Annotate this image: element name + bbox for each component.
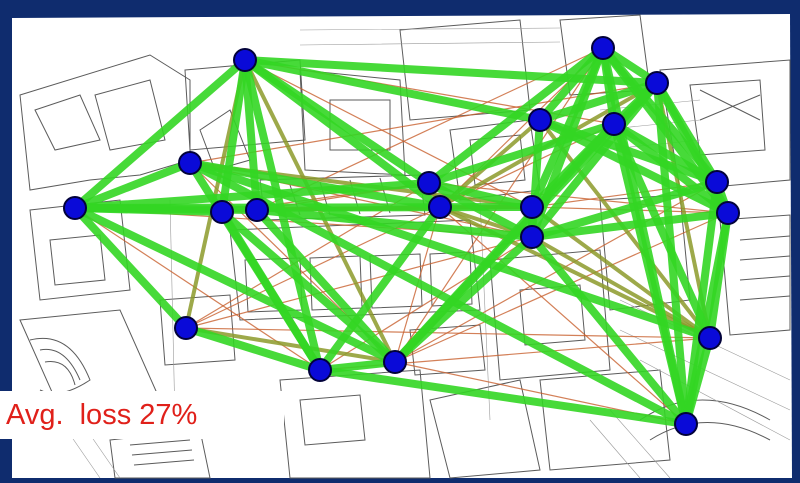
link-good-n7-n20 bbox=[316, 366, 690, 428]
link-good-n5-n9 bbox=[253, 206, 399, 366]
link-good-n3-n20 bbox=[186, 159, 690, 428]
wireless-node-icon-n7 bbox=[308, 358, 332, 382]
link-good-n12-n16 bbox=[528, 79, 661, 241]
wireless-node-icon-n20 bbox=[674, 412, 698, 436]
link-good-n8-n11 bbox=[425, 179, 536, 211]
wireless-node-icon-n5 bbox=[245, 198, 269, 222]
link-good-n3-n19 bbox=[186, 159, 714, 342]
links-layer bbox=[71, 44, 732, 428]
link-poor-n8-n18 bbox=[428, 182, 729, 214]
wireless-node-icon-n4 bbox=[210, 200, 234, 224]
nodes-layer bbox=[63, 36, 740, 436]
wireless-node-icon-n17 bbox=[705, 170, 729, 194]
average-loss-label: Avg. loss 27% bbox=[0, 391, 284, 439]
link-good-n15-n20 bbox=[610, 120, 690, 428]
link-good-n19-n20 bbox=[682, 334, 714, 428]
wireless-node-icon-n12 bbox=[520, 225, 544, 249]
link-good-n1-n3 bbox=[71, 159, 194, 212]
link-medium-n6-n9 bbox=[184, 326, 397, 364]
link-good-n12-n18 bbox=[528, 209, 732, 241]
wireless-node-icon-n6 bbox=[174, 316, 198, 340]
wireless-node-icon-n16 bbox=[645, 71, 669, 95]
wireless-node-icon-n2 bbox=[233, 48, 257, 72]
wireless-node-icon-n11 bbox=[520, 195, 544, 219]
wireless-node-icon-n9 bbox=[383, 350, 407, 374]
link-good-n15-n19 bbox=[610, 120, 714, 342]
wireless-node-icon-n15 bbox=[602, 112, 626, 136]
link-good-n5-n12 bbox=[253, 206, 536, 241]
link-good-n15-n18 bbox=[610, 120, 732, 217]
link-good-n7-n9 bbox=[316, 358, 399, 374]
link-poor-n10-n20 bbox=[439, 206, 687, 425]
wireless-node-icon-n19 bbox=[698, 326, 722, 350]
link-good-n6-n7 bbox=[182, 324, 324, 374]
wireless-node-icon-n1 bbox=[63, 196, 87, 220]
link-good-n4-n7 bbox=[218, 208, 324, 374]
link-good-n8-n14 bbox=[425, 44, 607, 187]
link-good-n13-n14 bbox=[536, 44, 607, 124]
link-poor-n6-n12 bbox=[185, 236, 533, 329]
link-good-n4-n9 bbox=[218, 208, 399, 366]
link-good-n2-n4 bbox=[218, 56, 249, 216]
wireless-node-icon-n8 bbox=[417, 171, 441, 195]
wireless-node-icon-n3 bbox=[178, 151, 202, 175]
link-good-n1-n6 bbox=[71, 204, 190, 332]
link-good-n7-n10 bbox=[316, 203, 444, 374]
link-good-n3-n10 bbox=[186, 159, 444, 211]
wireless-node-icon-n18 bbox=[716, 201, 740, 225]
link-good-n12-n20 bbox=[528, 233, 690, 428]
link-poor-n6-n19 bbox=[185, 327, 711, 339]
link-good-n1-n4 bbox=[71, 204, 226, 216]
link-good-n2-n10 bbox=[241, 56, 444, 211]
wireless-node-icon-n10 bbox=[428, 195, 452, 219]
wireless-node-icon-n13 bbox=[528, 108, 552, 132]
link-good-n2-n13 bbox=[241, 56, 544, 124]
link-good-n1-n2 bbox=[71, 56, 249, 212]
wireless-node-icon-n14 bbox=[591, 36, 615, 60]
